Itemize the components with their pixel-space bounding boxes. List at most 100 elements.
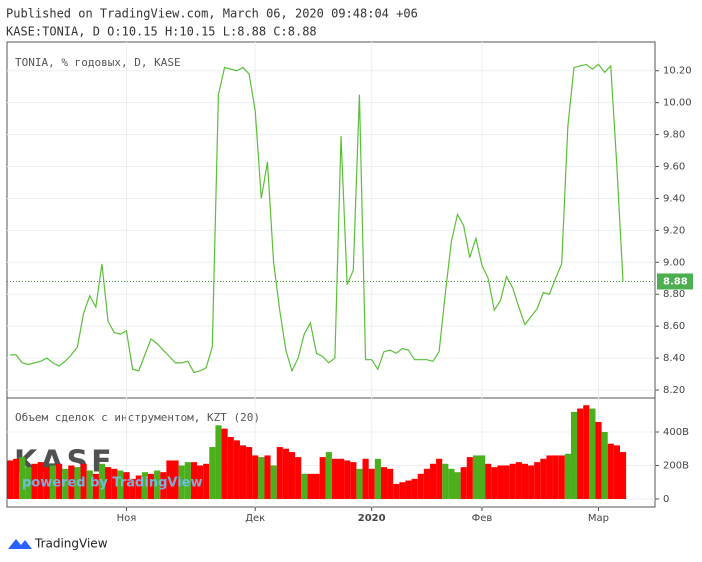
volume-bar xyxy=(270,465,277,499)
volume-bar xyxy=(62,468,69,499)
volume-bar xyxy=(491,467,498,499)
volume-bar xyxy=(325,452,332,499)
y-tick-label: 0 xyxy=(663,494,669,505)
published-line: Published on TradingView.com, March 06, … xyxy=(6,7,418,21)
y-tick-label: 9.20 xyxy=(663,225,685,236)
volume-bar xyxy=(374,458,381,499)
volume-bar xyxy=(319,457,326,499)
volume-bar xyxy=(160,472,167,499)
volume-bar xyxy=(307,473,314,499)
volume-bar xyxy=(295,457,302,499)
volume-bar xyxy=(613,445,620,499)
volume-bar xyxy=(301,473,308,499)
volume-bar xyxy=(577,408,584,499)
y-tick-label: 10.00 xyxy=(663,98,692,109)
y-tick-label: 8.20 xyxy=(663,385,685,396)
volume-bar xyxy=(141,472,148,499)
volume-bar xyxy=(282,448,289,499)
volume-bar xyxy=(19,457,26,499)
volume-bar xyxy=(111,468,118,499)
plot-frame xyxy=(6,41,656,508)
volume-bar xyxy=(178,465,185,499)
volume-bar xyxy=(620,452,627,499)
volume-bar xyxy=(209,447,216,499)
volume-bar xyxy=(442,463,449,499)
volume-bar xyxy=(570,411,578,499)
volume-bar xyxy=(558,455,565,499)
volume-bar xyxy=(233,440,240,499)
volume-bar xyxy=(405,480,412,499)
volume-bar xyxy=(123,472,130,499)
x-tick-label: Ноя xyxy=(117,513,137,524)
volume-bar xyxy=(344,460,351,499)
volume-bar xyxy=(417,473,424,499)
volume-bar xyxy=(503,465,510,499)
volume-bar xyxy=(288,452,296,499)
volume-bar xyxy=(49,465,57,499)
volume-bar xyxy=(552,455,559,499)
y-tick-label: 8.80 xyxy=(663,289,685,300)
volume-bar xyxy=(521,463,529,499)
y-tick-label: 200B xyxy=(663,460,689,471)
volume-bar xyxy=(37,462,44,499)
volume-bar xyxy=(393,483,400,499)
volume-bar xyxy=(350,462,357,499)
volume-bar xyxy=(368,468,375,499)
volume-bar xyxy=(313,473,320,499)
volume-bar xyxy=(399,482,406,499)
volume-bar xyxy=(117,470,124,499)
y-tick-label: 10.20 xyxy=(663,66,692,77)
y-tick-label: 400B xyxy=(663,427,689,438)
volume-bar xyxy=(356,468,363,499)
volume-bar xyxy=(276,447,283,499)
ohlc-line: KASE:TONIA, D O:10.15 H:10.15 L:8.88 C:8… xyxy=(6,25,317,39)
footer-logo: TradingView xyxy=(8,537,108,551)
volume-bar xyxy=(387,468,394,499)
watermark-text: powered by TradingView xyxy=(22,476,203,491)
volume-bar xyxy=(472,455,480,499)
last-price-label: 8.88 xyxy=(663,276,688,287)
volume-bar xyxy=(215,425,222,499)
x-tick-label: Дек xyxy=(245,513,265,524)
y-tick-label: 8.40 xyxy=(663,353,685,364)
volume-bar xyxy=(227,437,234,499)
volume-legend: Объем сделок с инструментом, KZT (20) xyxy=(15,411,260,424)
volume-bar xyxy=(252,455,259,499)
volume-bar xyxy=(540,458,547,499)
volume-bar xyxy=(43,467,50,499)
volume-bar xyxy=(105,467,112,499)
volume-bar xyxy=(485,463,492,499)
volume-bar xyxy=(607,443,614,499)
volume-bar xyxy=(362,458,369,499)
volume-bar xyxy=(515,462,522,499)
volume-bar xyxy=(184,462,191,499)
volume-bar xyxy=(331,458,339,499)
y-tick-label: 9.40 xyxy=(663,193,685,204)
volume-bar xyxy=(264,455,271,499)
volume-bar xyxy=(166,460,173,499)
volume-bar xyxy=(601,431,608,499)
volume-bar xyxy=(436,458,443,499)
volume-bar xyxy=(258,457,265,499)
volume-bar xyxy=(448,468,455,499)
volume-bar xyxy=(86,470,93,499)
volume-bar xyxy=(147,473,155,499)
volume-bar xyxy=(460,467,467,499)
volume-bar xyxy=(129,478,136,499)
volume-bar xyxy=(7,460,14,499)
footer-icon xyxy=(8,539,32,549)
volume-bar xyxy=(172,460,179,499)
x-tick-label: 2020 xyxy=(358,513,386,524)
volume-bar xyxy=(68,465,75,499)
volume-bar xyxy=(528,465,535,499)
volume-bar xyxy=(454,472,461,499)
volume-bar xyxy=(338,458,345,499)
volume-bar xyxy=(429,463,437,499)
volume-bar xyxy=(135,475,142,499)
volume-bar xyxy=(197,465,204,499)
volume-bar xyxy=(423,468,430,499)
volume-bar xyxy=(203,463,210,499)
footer-brand: TradingView xyxy=(34,537,108,551)
volume-bar xyxy=(80,463,87,499)
